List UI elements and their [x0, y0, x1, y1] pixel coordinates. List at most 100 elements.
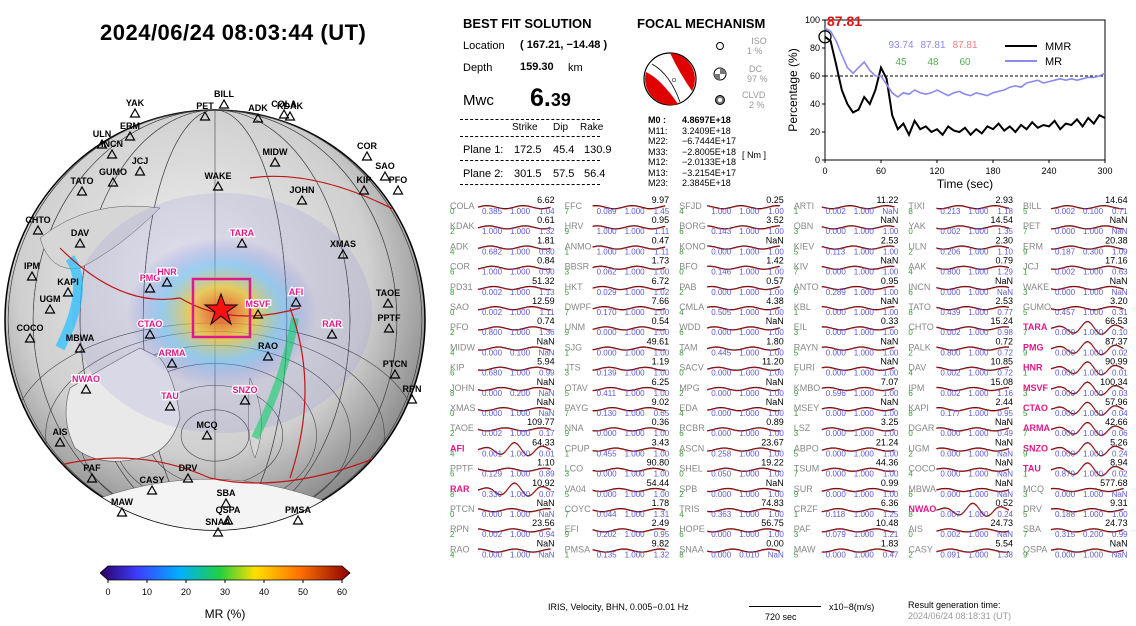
trace-observed: [1050, 245, 1124, 250]
trace-synthetic: [936, 407, 1010, 412]
station-mcq-icon: [201, 429, 213, 440]
trace-tris: TRIS 74.83 4 0.363 1.000 1.00: [679, 498, 784, 519]
trace-index: 3: [565, 268, 570, 277]
trace-val-a: 0.000: [482, 389, 503, 398]
tensor-key: M0 :: [648, 115, 666, 125]
trace-index: 0: [908, 328, 913, 337]
trace-val-c: 1.38: [997, 550, 1013, 559]
trace-station-label: COYC: [565, 504, 592, 514]
trace-val-a: 0.439: [940, 308, 961, 317]
trace-observed: [707, 225, 780, 230]
trace-pet: PET NaN 7 0.000 1.000 NaN: [1023, 215, 1128, 236]
station-label: MSVF: [245, 299, 271, 309]
trace-index: 3: [794, 328, 799, 337]
trace-synthetic: [1050, 422, 1124, 437]
trace-station-label: BFO: [679, 262, 698, 272]
trace-val-a: 0.000: [711, 328, 732, 337]
trace-station-label: MCQ: [1023, 484, 1044, 494]
trace-val-c: 0.01: [1112, 369, 1128, 378]
trace-val-b: 1.000: [854, 348, 875, 357]
trace-index: 8: [679, 550, 684, 559]
trace-synthetic: [936, 387, 1010, 392]
trace-sba: SBA 24.73 7 0.315 0.200 0.99: [1023, 518, 1128, 539]
trace-index: 3: [565, 470, 570, 479]
trace-index: 5: [565, 490, 570, 499]
trace-val-b: 1.000: [1083, 449, 1104, 458]
trace-afi: AFI 64.33 4 0.001 1.000 0.01: [450, 437, 555, 458]
trace-station-label: AAK: [908, 262, 926, 272]
trace-val-c: NaN: [539, 409, 555, 418]
trace-station-label: SFJD: [679, 201, 702, 211]
trace-val-c: 0.99: [539, 369, 555, 378]
trace-val-b: 1.000: [854, 247, 875, 256]
station-label: HNR: [157, 267, 177, 277]
trace-val-c: 1.36: [539, 328, 555, 337]
trace-amplitude: NaN: [880, 336, 898, 346]
trace-val-c: NaN: [997, 470, 1013, 479]
trace-synthetic: [707, 447, 780, 452]
trace-val-a: 0.188: [1055, 510, 1076, 519]
trace-index: 9: [1023, 449, 1028, 458]
trace-val-c: 1.00: [883, 369, 899, 378]
trace-val-a: 0.002: [940, 530, 961, 539]
trace-val-c: 1.00: [883, 429, 899, 438]
trace-val-b: 1.000: [968, 268, 989, 277]
trace-qspa: QSPA NaN 9 0.000 1.000 NaN: [1023, 538, 1128, 559]
trace-msey: MSEY NaN 1 0.000 1.000 1.00: [794, 397, 899, 418]
trace-index: 5: [1023, 308, 1028, 317]
trace-synthetic: [477, 286, 551, 291]
trace-val-a: 0.000: [1055, 449, 1076, 458]
trace-uln: ULN 2.30 2 0.206 1.000 1.10: [908, 235, 1013, 256]
trace-index: 2: [908, 449, 913, 458]
station-label: JCJ: [132, 156, 149, 166]
trace-amplitude: 10.48: [876, 518, 899, 528]
trace-val-a: 1.000: [597, 247, 618, 256]
trace-observed: [707, 346, 780, 351]
trace-val-a: 0.000: [940, 429, 961, 438]
trace-otav: OTAV 6.25 5 0.411 1.000 1.00: [565, 377, 670, 398]
trace-index: 6: [908, 490, 913, 499]
trace-index: 1: [794, 409, 799, 418]
trace-jcj: JCJ 17.16 1 0.002 1.000 0.63: [1023, 256, 1128, 277]
trace-station-label: PMSA: [565, 544, 591, 554]
trace-station-label: ABPO: [794, 443, 819, 453]
depth-unit: km: [568, 62, 583, 74]
trace-val-b: 1.000: [625, 429, 646, 438]
trace-amplitude: 74.83: [761, 498, 784, 508]
trace-arma: ARMA 42.66 7 0.000 1.000 0.06: [1023, 417, 1128, 438]
trace-payg: PAYG 9.02 7 0.130 1.000 0.65: [565, 397, 670, 418]
colorbar-tick: 20: [181, 587, 191, 597]
trace-val-b: 1.000: [510, 288, 531, 297]
trace-val-c: 0.24: [997, 510, 1013, 519]
trace-station-label: AIS: [908, 524, 923, 534]
station-label: AIS: [52, 427, 67, 437]
trace-val-c: 1.00: [768, 470, 784, 479]
trace-amplitude: 6.25: [652, 377, 670, 387]
trace-station-label: DAV: [908, 363, 926, 373]
plane2-dip: 57.5: [553, 168, 575, 180]
trace-val-c: 1.00: [654, 490, 670, 499]
trace-val-c: 1.00: [768, 268, 784, 277]
trace-station-label: CMLA: [679, 302, 704, 312]
trace-val-c: 1.00: [768, 510, 784, 519]
station-label: YAK: [126, 98, 145, 108]
inset-top-number: 87.81: [952, 40, 977, 51]
trace-synthetic: [821, 548, 895, 553]
trace-val-b: 1.000: [739, 308, 760, 317]
trace-paf: PAF 10.48 3 0.079 1.000 1.21: [794, 518, 899, 539]
trace-synthetic: [592, 548, 666, 553]
trace-synthetic: [477, 468, 551, 473]
trace-observed: [707, 245, 780, 250]
trace-val-c: 1.00: [883, 227, 899, 236]
trace-val-b: 1.000: [739, 227, 760, 236]
trace-val-a: 0.000: [1055, 429, 1076, 438]
trace-index: 1: [794, 207, 799, 216]
trace-synthetic: [1050, 205, 1124, 210]
trace-sacv: SACV 11.20 0 0.000 1.000 1.00: [679, 357, 784, 378]
trace-station-label: HNR: [1023, 363, 1043, 373]
trace-observed: [478, 326, 551, 331]
trace-station-label: OBN: [794, 221, 814, 231]
trace-val-a: 0.879: [1055, 470, 1076, 479]
trace-val-a: 0.213: [940, 207, 961, 216]
trace-index: 8: [908, 409, 913, 418]
